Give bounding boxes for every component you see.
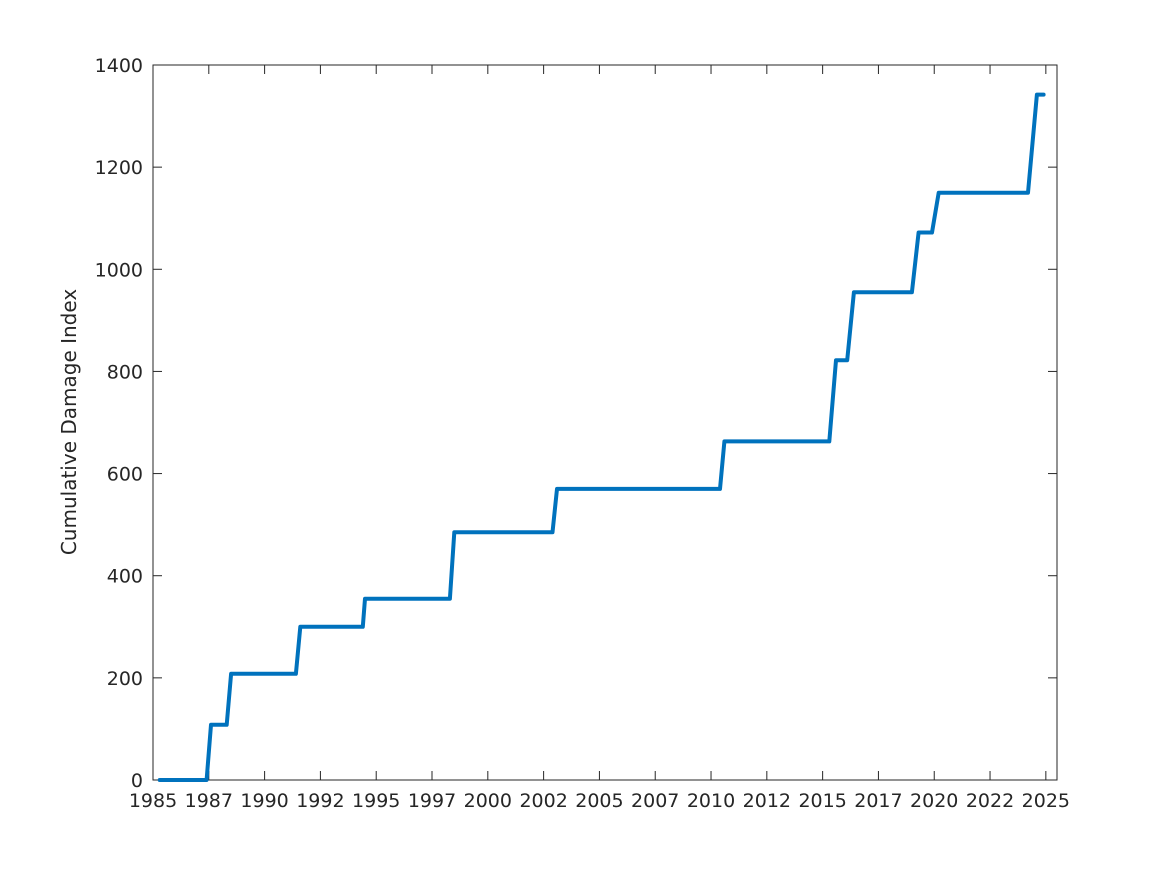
y-tick-label: 1400 — [95, 55, 143, 77]
x-tick-label: 1992 — [296, 790, 344, 812]
x-tick-label: 2000 — [464, 790, 512, 812]
plot-area — [152, 64, 1058, 781]
x-tick-label: 2015 — [798, 790, 846, 812]
x-tick-label: 1990 — [240, 790, 288, 812]
x-tick-label: 1995 — [352, 790, 400, 812]
x-tick-label: 1997 — [408, 790, 456, 812]
x-tick-label: 2022 — [966, 790, 1014, 812]
x-tick-label: 2017 — [854, 790, 902, 812]
y-tick-label: 400 — [107, 566, 143, 588]
x-tick-label: 2002 — [519, 790, 567, 812]
x-tick-label: 1985 — [129, 790, 177, 812]
y-tick-label: 1000 — [95, 259, 143, 281]
y-axis: 0 200 400 600 800 1000 1200 1400 — [95, 55, 1057, 792]
x-tick-label: 2010 — [687, 790, 735, 812]
y-axis-label: Cumulative Damage Index — [57, 289, 81, 555]
x-axis: 1985 1987 1990 1992 1995 1997 2000 2002 2005 2007… — [129, 65, 1070, 812]
series-layer — [157, 92, 1046, 782]
y-tick-label: 800 — [107, 361, 143, 383]
y-tick-label: 1200 — [95, 157, 143, 179]
x-tick-label: 1987 — [185, 790, 233, 812]
x-tick-label: 2005 — [575, 790, 623, 812]
x-tick-label: 2007 — [631, 790, 679, 812]
x-tick-label: 2025 — [1022, 790, 1070, 812]
y-tick-label: 0 — [131, 770, 143, 792]
series-line — [157, 92, 1046, 782]
y-tick-label: 200 — [107, 668, 143, 690]
y-tick-label: 600 — [107, 464, 143, 486]
x-tick-label: 2020 — [910, 790, 958, 812]
x-tick-label: 2012 — [743, 790, 791, 812]
